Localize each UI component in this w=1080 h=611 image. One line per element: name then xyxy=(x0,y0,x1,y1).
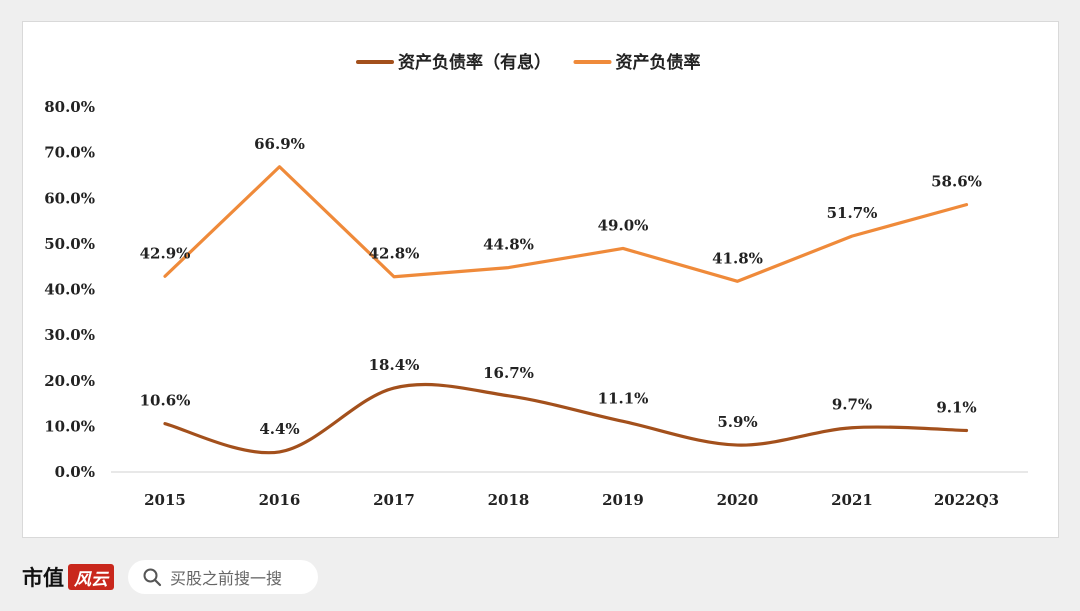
y-tick-label: 0.0% xyxy=(55,463,95,481)
data-label: 9.7% xyxy=(832,396,872,414)
x-tick-label: 2015 xyxy=(144,491,186,509)
data-label: 41.8% xyxy=(712,249,763,267)
legend: 资产负债率（有息） 资产负债率 xyxy=(356,52,701,73)
series-line-1 xyxy=(163,165,969,283)
y-tick-label: 50.0% xyxy=(44,235,95,253)
data-label: 44.8% xyxy=(483,236,534,254)
y-tick-label: 30.0% xyxy=(44,326,95,344)
data-label: 66.9% xyxy=(254,135,305,153)
data-label: 42.9% xyxy=(140,244,191,262)
data-label: 58.6% xyxy=(931,173,982,191)
y-tick-label: 10.0% xyxy=(44,417,95,435)
data-label: 51.7% xyxy=(827,204,878,222)
data-label: 5.9% xyxy=(717,413,757,431)
search-input[interactable]: 买股之前搜一搜 xyxy=(128,560,318,594)
data-label: 9.1% xyxy=(936,398,976,416)
search-icon xyxy=(143,568,162,587)
x-tick-label: 2019 xyxy=(602,491,644,509)
search-placeholder: 买股之前搜一搜 xyxy=(170,569,283,588)
data-label: 10.6% xyxy=(140,392,191,410)
y-tick-label: 70.0% xyxy=(44,144,95,162)
data-label: 18.4% xyxy=(369,356,420,374)
y-axis: 0.0% 10.0% 20.0% 30.0% 40.0% 50.0% 60.0% 70.0% 8… xyxy=(44,98,95,481)
x-tick-label: 2021 xyxy=(831,491,873,509)
data-label: 11.1% xyxy=(598,389,649,407)
brand-logo: 市值 风云 xyxy=(22,562,114,592)
brand-mark-icon: 风云 xyxy=(68,564,114,590)
x-tick-label: 2022Q3 xyxy=(934,491,999,509)
x-axis: 2015 2016 2017 2018 2019 2020 2021 2022Q3 xyxy=(111,471,1028,509)
series-line-0 xyxy=(163,382,969,455)
line-chart: 0.0% 10.0% 20.0% 30.0% 40.0% 50.0% 60.0% 70.0% 8… xyxy=(44,52,1028,509)
footer-bar: 市值 风云 买股之前搜一搜 xyxy=(22,555,318,599)
chart-card: 0.0% 10.0% 20.0% 30.0% 40.0% 50.0% 60.0% 70.0% 8… xyxy=(22,21,1059,538)
x-tick-label: 2018 xyxy=(488,491,530,509)
y-tick-label: 40.0% xyxy=(44,281,95,299)
data-label: 49.0% xyxy=(598,216,649,234)
x-tick-label: 2020 xyxy=(717,491,759,509)
y-tick-label: 80.0% xyxy=(44,98,95,116)
y-tick-label: 60.0% xyxy=(44,189,95,207)
series-group: 10.6% 4.4% 18.4% 16.7% 11.1% 5.9% 9.7% 9.1% 42.9… xyxy=(140,135,982,455)
legend-label: 资产负债率 xyxy=(616,52,701,73)
data-label: 16.7% xyxy=(483,364,534,382)
data-label: 42.8% xyxy=(369,245,420,263)
x-tick-label: 2017 xyxy=(373,491,415,509)
brand-text: 市值 xyxy=(22,566,64,590)
y-tick-label: 20.0% xyxy=(44,372,95,390)
data-label: 4.4% xyxy=(259,420,299,438)
x-tick-label: 2016 xyxy=(259,491,301,509)
legend-label: 资产负债率（有息） xyxy=(398,52,551,73)
